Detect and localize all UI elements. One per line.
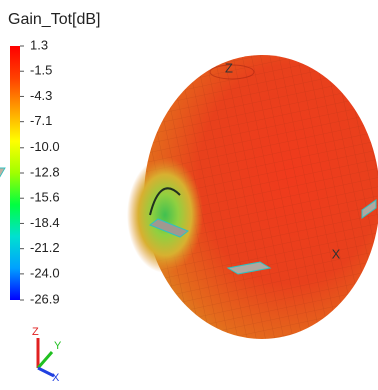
colorbar-tick-label: -21.2 [30,240,60,255]
triad-label: Y [54,340,62,352]
null-region [127,157,203,273]
triad-label: X [52,372,60,384]
colorbar-tick-label: -12.8 [30,164,60,179]
ground-plane [0,168,5,184]
colorbar-tick-label: -15.6 [30,190,60,205]
triad: Z Y X [32,326,62,384]
colorbar-tick-label: -7.1 [30,113,52,128]
colorbar-tick-label: -4.3 [30,88,52,103]
colorbar-tick-label: -1.5 [30,63,52,78]
colorbar-tick-label: -18.4 [30,215,60,230]
surface-axis-label: Z [225,60,233,75]
triad-axis [38,352,52,368]
colorbar-tick-label: 1.3 [30,37,48,52]
colorbar [10,46,20,300]
chart-title: Gain_Tot[dB] [8,11,101,28]
colorbar-tick-label: -24.0 [30,265,60,280]
surface-axis-label: X [332,246,341,261]
triad-label: Z [32,326,39,338]
chart: Z X Gain_Tot[dB] Z Y X 1.3 -1.5 -4.3 -7.1 -1… [0,0,378,385]
colorbar-tick-label: -26.9 [30,291,60,306]
colorbar-tick-label: -10.0 [30,139,60,154]
